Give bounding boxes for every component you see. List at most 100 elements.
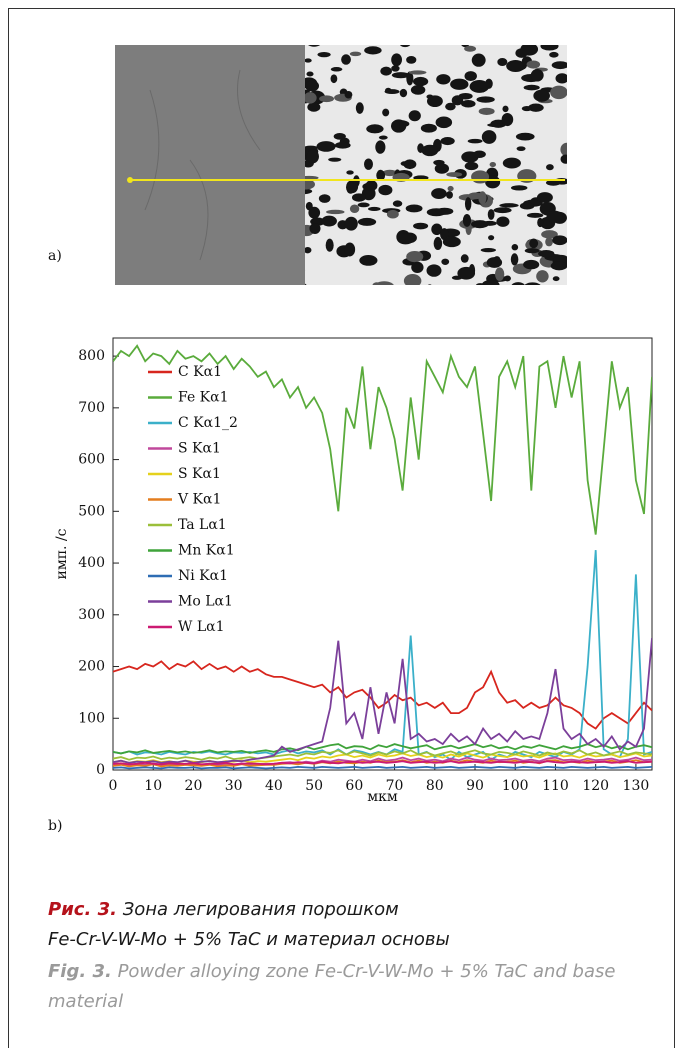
plot-frame: [112, 337, 653, 771]
carbide: [523, 84, 540, 91]
carbide: [546, 164, 554, 171]
carbide: [382, 108, 390, 117]
carbide: [357, 217, 377, 226]
carbide: [441, 258, 450, 265]
legend-label: V Kα1: [177, 492, 221, 508]
carbide: [435, 207, 454, 215]
carbide: [378, 184, 393, 196]
carbide: [499, 203, 519, 208]
carbide: [485, 175, 501, 189]
carbide: [464, 71, 477, 82]
carbide: [426, 264, 442, 277]
carbide: [552, 235, 567, 246]
carbide: [526, 212, 544, 218]
x-tick-label: 70: [386, 778, 404, 794]
carbide: [325, 238, 334, 252]
x-tick-label: 40: [265, 778, 283, 794]
carbide: [493, 207, 512, 214]
x-tick-label: 120: [582, 778, 609, 794]
carbide: [445, 102, 456, 111]
carbide: [364, 46, 382, 55]
carbide: [529, 238, 539, 249]
micrograph-matrix: [115, 45, 307, 285]
carbide: [376, 169, 386, 182]
carbide: [533, 89, 550, 102]
carbide: [421, 144, 439, 157]
x-tick-label: 30: [225, 778, 243, 794]
carbide: [391, 65, 400, 72]
carbide: [341, 54, 351, 65]
carbide: [411, 261, 424, 273]
carbide: [349, 51, 362, 57]
carbide: [552, 276, 560, 282]
y-tick-label: 200: [78, 659, 105, 675]
series-line: [113, 743, 652, 755]
carbide: [507, 61, 527, 71]
carbide: [333, 133, 346, 140]
carbide: [546, 210, 563, 223]
carbide: [368, 206, 381, 211]
caption-text: Fe-Cr-V-W-Mo + 5% TaC и материал основы: [48, 929, 450, 950]
carbide: [307, 45, 321, 47]
carbide: [469, 80, 490, 93]
caption-label: Fig. 3.: [48, 961, 112, 982]
y-tick-label: 300: [78, 607, 105, 623]
carbide: [471, 220, 489, 229]
carbide: [538, 250, 555, 258]
carbide: [405, 204, 423, 213]
legend-label: W Lα1: [178, 619, 225, 635]
carbide: [468, 192, 483, 200]
series-line: [113, 638, 652, 764]
carbide: [400, 45, 411, 48]
carbide: [391, 120, 401, 132]
carbide: [467, 138, 483, 144]
carbide: [536, 270, 549, 283]
carbide: [328, 157, 342, 162]
carbide: [550, 261, 567, 271]
x-tick-label: 130: [623, 778, 650, 794]
carbide: [560, 142, 567, 157]
carbide: [524, 282, 541, 285]
carbide: [481, 130, 497, 144]
series-line: [113, 660, 652, 730]
legend-label: S Kα1: [178, 441, 221, 457]
carbide: [476, 96, 495, 103]
carbide: [305, 145, 318, 150]
carbide: [309, 223, 321, 235]
carbide: [330, 74, 338, 84]
carbide: [471, 53, 486, 67]
x-tick-label: 0: [109, 778, 118, 794]
scan-start: [127, 177, 133, 183]
legend-label: Mo Lα1: [178, 594, 233, 610]
carbide: [481, 279, 500, 285]
legend-label: Ni Kα1: [178, 568, 228, 584]
carbide: [318, 194, 331, 203]
carbide: [487, 122, 506, 128]
x-tick-label: 90: [466, 778, 484, 794]
caption-text: Powder alloying zone Fe-Cr-V-W-Mo + 5% T…: [48, 961, 616, 1012]
carbide: [375, 286, 382, 291]
carbide: [440, 137, 455, 146]
carbide: [435, 116, 453, 129]
carbide: [524, 248, 540, 254]
carbide: [326, 209, 345, 215]
x-tick-label: 10: [144, 778, 162, 794]
y-tick-label: 800: [78, 348, 105, 364]
x-tick-label: 60: [345, 778, 363, 794]
carbide: [359, 254, 378, 266]
caption-line: Рис. 3. Зона легирования порошком: [48, 895, 450, 925]
carbide: [541, 230, 558, 239]
carbide: [355, 102, 364, 114]
carbide: [344, 242, 356, 257]
carbide: [305, 201, 313, 211]
x-tick-label: 100: [502, 778, 529, 794]
carbide: [460, 100, 476, 108]
carbide: [502, 157, 521, 169]
legend-label: C Kα1_2: [178, 415, 238, 431]
carbide: [391, 53, 402, 67]
y-tick-label: 600: [78, 452, 105, 468]
carbide: [523, 259, 540, 270]
x-tick-label: 20: [185, 778, 203, 794]
carbide: [426, 95, 443, 108]
carbide: [526, 60, 541, 69]
